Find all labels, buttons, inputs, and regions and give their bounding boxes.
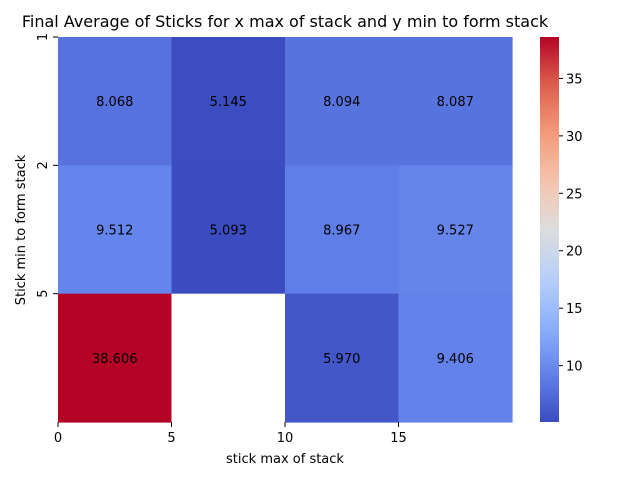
x-tick-label: 10	[277, 431, 294, 446]
colorbar-tick-label: 30	[566, 130, 583, 145]
heatmap-cell	[58, 37, 173, 166]
heatmap-cell	[398, 37, 513, 166]
colorbar-tick-label: 20	[566, 245, 583, 260]
cell-value-label: 5.093	[210, 224, 247, 239]
cell-value-label: 9.527	[437, 224, 474, 239]
y-axis-label: Stick min to form stack	[14, 154, 29, 305]
cell-value-label: 5.970	[323, 352, 360, 367]
heatmap-cell	[285, 165, 400, 295]
colorbar-tick-label: 10	[566, 360, 583, 375]
y-tick-label: 1	[36, 33, 51, 41]
heatmap-cell	[285, 37, 400, 166]
x-tick-label: 15	[390, 431, 407, 446]
cell-value-label: 8.967	[323, 224, 360, 239]
cell-value-label: 9.406	[437, 352, 474, 367]
heatmap-cell	[58, 165, 173, 295]
cell-value-label: 38.606	[92, 352, 138, 367]
heatmap-cell	[398, 293, 513, 423]
heatmap-cell	[58, 293, 173, 423]
y-tick-label: 2	[36, 161, 51, 169]
x-tick-label: 0	[54, 431, 62, 446]
cell-value-label: 8.094	[323, 95, 360, 110]
chart-title: Final Average of Sticks for x max of sta…	[22, 12, 549, 31]
heatmap-cell	[171, 37, 286, 166]
y-tick-label: 5	[36, 290, 51, 298]
x-axis-label: stick max of stack	[226, 452, 344, 467]
heatmap-cell	[398, 165, 513, 295]
heatmap-cell	[171, 293, 286, 423]
cell-value-label: 9.512	[96, 224, 133, 239]
cell-value-label: 5.145	[210, 95, 247, 110]
heatmap-cell	[285, 293, 400, 423]
x-tick-label: 5	[167, 431, 175, 446]
colorbar-tick-label: 15	[566, 302, 583, 317]
cell-value-label: 8.087	[437, 95, 474, 110]
colorbar-tick-label: 25	[566, 187, 583, 202]
colorbar-tick-label: 35	[566, 72, 583, 87]
heatmap-cell	[171, 165, 286, 295]
cell-value-label: 8.068	[96, 95, 133, 110]
colorbar	[540, 37, 559, 422]
